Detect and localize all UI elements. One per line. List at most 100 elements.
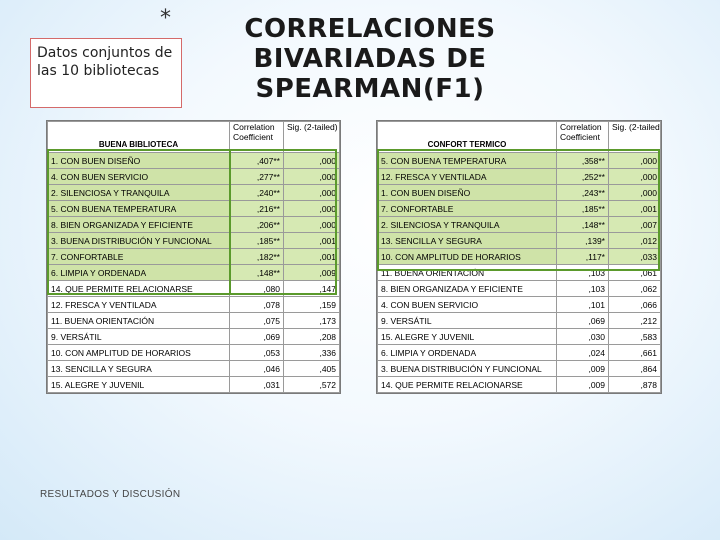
table-row: 11. BUENA ORIENTACIÓN ,075,173 [47,312,340,329]
row-sig: ,159 [283,296,340,313]
row-coefficient: ,101 [556,296,609,313]
slide-title: CORRELACIONES BIVARIADAS DE SPEARMAN(F1) [244,14,496,104]
row-sig: ,212 [608,312,661,329]
row-sig: ,012 [608,232,661,249]
row-coefficient: ,117* [556,248,609,265]
table-row: 5. CON BUENA TEMPERATURA ,358** ,000 [377,152,661,169]
row-label: 3. BUENA DISTRIBUCIÓN Y FUNCIONAL [47,232,230,249]
table-row: 2. SILENCIOSA Y TRANQUILA ,240** ,000 [47,184,340,201]
row-label: 1. CON BUEN DISEÑO [377,184,557,201]
table-row: 14. QUE PERMITE RELACIONARSE ,009,878 [377,376,661,393]
row-sig: ,583 [608,328,661,345]
row-label: 4. CON BUEN SERVICIO [377,296,557,313]
row-label: 9. VERSÁTIL [47,328,230,345]
row-coefficient: ,009 [556,376,609,393]
row-sig: ,336 [283,344,340,361]
right-correlation-table: CONFORT TERMICO Correlation Coefficient … [376,120,662,394]
row-label: 12. FRESCA Y VENTILADA [377,168,557,185]
info-box: Datos conjuntos de las 10 bibliotecas [30,38,182,108]
row-sig: ,066 [608,296,661,313]
row-label: 7. CONFORTABLE [377,200,557,217]
row-sig: ,661 [608,344,661,361]
row-coefficient: ,216** [229,200,284,217]
row-coefficient: ,206** [229,216,284,233]
row-sig: ,147 [283,280,340,297]
table-row: 5. CON BUENA TEMPERATURA ,216** ,000 [47,200,340,217]
row-sig: ,405 [283,360,340,377]
row-label: 2. SILENCIOSA Y TRANQUILA [47,184,230,201]
row-coefficient: ,148** [556,216,609,233]
row-sig: ,000 [608,184,661,201]
row-label: 11. BUENA ORIENTACIÓN [377,264,557,281]
row-label: 3. BUENA DISTRIBUCIÓN Y FUNCIONAL [377,360,557,377]
row-coefficient: ,075 [229,312,284,329]
row-sig: ,001 [283,232,340,249]
row-coefficient: ,243** [556,184,609,201]
row-sig: ,572 [283,376,340,393]
row-label: 10. CON AMPLITUD DE HORARIOS [47,344,230,361]
row-coefficient: ,185** [556,200,609,217]
table-row: 13. SENCILLA Y SEGURA ,046,405 [47,360,340,377]
table-row: 4. CON BUEN SERVICIO ,277** ,000 [47,168,340,185]
row-sig: ,033 [608,248,661,265]
column-header-coefficient: Correlation Coefficient [556,121,609,153]
table-row: 1. CON BUEN DISEÑO ,407** ,000 [47,152,340,169]
row-coefficient: ,031 [229,376,284,393]
row-label: 11. BUENA ORIENTACIÓN [47,312,230,329]
row-coefficient: ,185** [229,232,284,249]
row-sig: ,000 [283,200,340,217]
table-row: 9. VERSÁTIL ,069,208 [47,328,340,345]
table-row: 6. LIMPIA Y ORDENADA ,148** ,009 [47,264,340,281]
table-row: 2. SILENCIOSA Y TRANQUILA ,148** ,007 [377,216,661,233]
table-row: 15. ALEGRE Y JUVENIL ,030,583 [377,328,661,345]
row-label: 1. CON BUEN DISEÑO [47,152,230,169]
table-row: 11. BUENA ORIENTACIÓN ,103,061 [377,264,661,281]
row-coefficient: ,069 [556,312,609,329]
row-sig: ,009 [283,264,340,281]
table-row: 3. BUENA DISTRIBUCIÓN Y FUNCIONAL ,009,86… [377,360,661,377]
asterisk-mark: * [160,6,171,31]
row-sig: ,007 [608,216,661,233]
row-coefficient: ,030 [556,328,609,345]
row-coefficient: ,103 [556,264,609,281]
table-row: 9. VERSÁTIL ,069,212 [377,312,661,329]
table-row: 8. BIEN ORGANIZADA Y EFICIENTE ,103,062 [377,280,661,297]
table-row: 7. CONFORTABLE ,185** ,001 [377,200,661,217]
row-coefficient: ,358** [556,152,609,169]
row-label: 8. BIEN ORGANIZADA Y EFICIENTE [377,280,557,297]
footer-label: RESULTADOS Y DISCUSIÓN [40,489,181,500]
table-row: 12. FRESCA Y VENTILADA ,252** ,000 [377,168,661,185]
row-sig: ,173 [283,312,340,329]
row-sig: ,001 [283,248,340,265]
row-coefficient: ,139* [556,232,609,249]
row-coefficient: ,148** [229,264,284,281]
row-label: 12. FRESCA Y VENTILADA [47,296,230,313]
row-label: 9. VERSÁTIL [377,312,557,329]
row-sig: ,000 [283,184,340,201]
table-row: 12. FRESCA Y VENTILADA ,078,159 [47,296,340,313]
row-coefficient: ,182** [229,248,284,265]
row-label: 2. SILENCIOSA Y TRANQUILA [377,216,557,233]
row-label: 13. SENCILLA Y SEGURA [47,360,230,377]
column-header-coefficient: Correlation Coefficient [229,121,284,153]
row-label: 6. LIMPIA Y ORDENADA [377,344,557,361]
table-row: 4. CON BUEN SERVICIO ,101,066 [377,296,661,313]
row-sig: ,062 [608,280,661,297]
row-sig: ,000 [283,152,340,169]
row-coefficient: ,103 [556,280,609,297]
row-label: 8. BIEN ORGANIZADA Y EFICIENTE [47,216,230,233]
row-coefficient: ,046 [229,360,284,377]
table-row: 3. BUENA DISTRIBUCIÓN Y FUNCIONAL ,185**,… [47,232,340,249]
column-header-label: CONFORT TERMICO [377,121,557,153]
column-header-label: BUENA BIBLIOTECA [47,121,230,153]
column-header-sig: Sig. (2-tailed) [283,121,340,153]
row-label: 4. CON BUEN SERVICIO [47,168,230,185]
row-sig: ,000 [283,168,340,185]
table-row: 13. SENCILLA Y SEGURA ,139* ,012 [377,232,661,249]
column-header-sig: Sig. (2-tailed) [608,121,661,153]
table-row: 10. CON AMPLITUD DE HORARIOS ,053,336 [47,344,340,361]
table-row: 15. ALEGRE Y JUVENIL ,031,572 [47,376,340,393]
row-sig: ,001 [608,200,661,217]
row-coefficient: ,080 [229,280,284,297]
row-coefficient: ,078 [229,296,284,313]
